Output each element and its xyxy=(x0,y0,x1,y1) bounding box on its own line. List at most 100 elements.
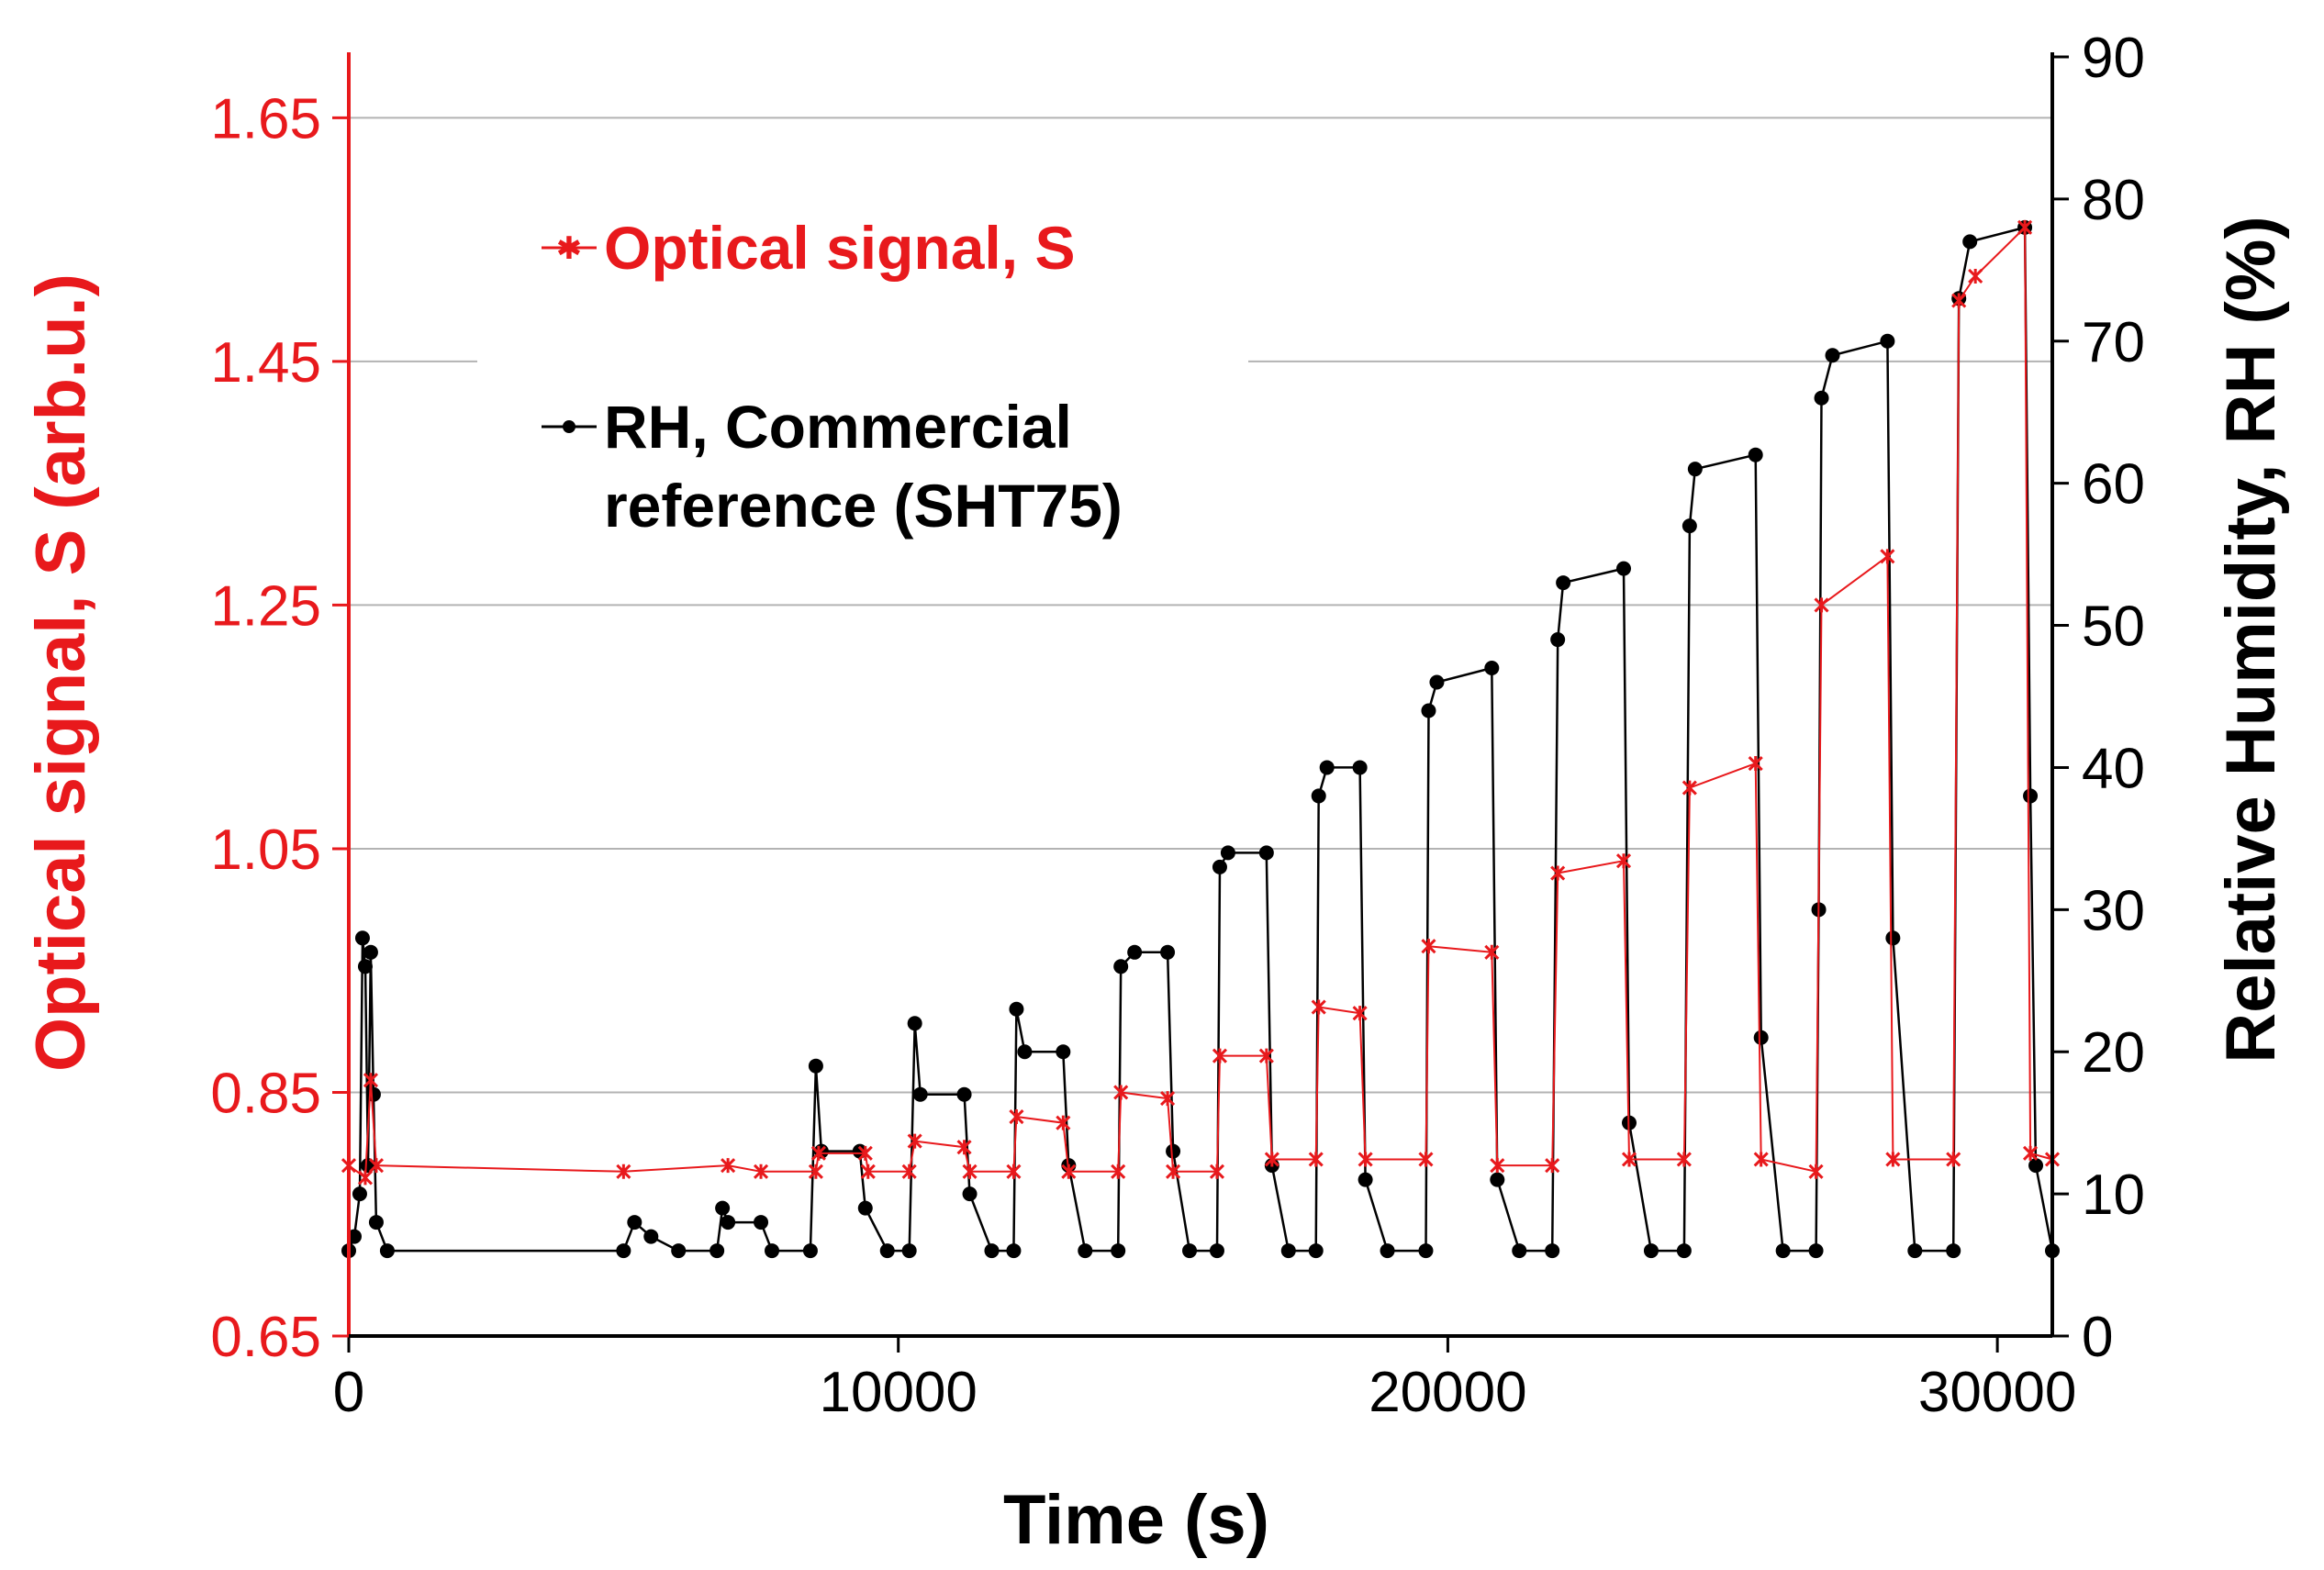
x-tick-label-3: 30000 xyxy=(1918,1361,2076,1424)
rh-point-66 xyxy=(1643,1243,1659,1259)
optical-point-20 xyxy=(1113,1085,1129,1100)
optical-point-28 xyxy=(1311,999,1326,1015)
rh-point-28 xyxy=(956,1086,972,1102)
y-left-tick-label-4: 1.45 xyxy=(210,331,321,395)
rh-point-26 xyxy=(907,1016,922,1031)
rh-point-30 xyxy=(984,1243,1000,1259)
rh-point-45 xyxy=(1220,845,1235,861)
x-axis-label: Time (s) xyxy=(1003,1481,1269,1559)
optical-point-41 xyxy=(1748,755,1763,772)
optical-point-1 xyxy=(357,1170,374,1186)
rh-point-57 xyxy=(1429,674,1445,690)
optical-point-31 xyxy=(1418,1152,1434,1167)
rh-point-29 xyxy=(962,1186,978,1202)
rh-point-79 xyxy=(1907,1243,1923,1259)
y-right-tick-label-0: 0 xyxy=(2082,1306,2113,1369)
rh-point-53 xyxy=(1358,1172,1373,1187)
x-tick-labels: 0 10000 20000 30000 xyxy=(333,1336,2076,1424)
optical-point-24 xyxy=(1212,1048,1228,1063)
rh-point-42 xyxy=(1182,1243,1198,1259)
rh-point-48 xyxy=(1280,1243,1296,1259)
rh-point-17 xyxy=(754,1215,769,1230)
rh-point-55 xyxy=(1418,1243,1434,1259)
optical-point-32 xyxy=(1421,939,1436,954)
optical-point-51 xyxy=(2022,1145,2039,1161)
y-left-tick-label-3: 1.25 xyxy=(210,574,321,638)
rh-point-33 xyxy=(1017,1044,1033,1060)
optical-point-26 xyxy=(1264,1152,1279,1167)
rh-point-60 xyxy=(1512,1243,1527,1259)
optical-point-6 xyxy=(753,1164,769,1179)
rh-point-38 xyxy=(1113,959,1129,974)
legend-swatch-optical-marker: ✱ xyxy=(556,231,583,266)
y-left-tick-label-5: 1.65 xyxy=(210,87,321,150)
rh-point-52 xyxy=(1352,760,1368,775)
rh-point-4 xyxy=(357,959,373,974)
rh-point-27 xyxy=(912,1086,928,1102)
x-tick-label-1: 10000 xyxy=(819,1361,977,1424)
optical-point-46 xyxy=(1885,1152,1901,1167)
legend: ✱ Optical signal, S RH, Commercial refere… xyxy=(477,188,1248,573)
optical-point-19 xyxy=(1111,1164,1126,1179)
legend-background xyxy=(477,188,1248,573)
optical-point-25 xyxy=(1258,1048,1274,1063)
rh-point-40 xyxy=(1160,944,1176,960)
optical-point-23 xyxy=(1209,1164,1225,1179)
optical-point-35 xyxy=(1545,1158,1560,1174)
optical-point-4 xyxy=(616,1164,631,1179)
optical-point-22 xyxy=(1165,1164,1181,1179)
optical-point-42 xyxy=(1753,1152,1769,1167)
legend-text-line-1: reference (SHT75) xyxy=(604,472,1123,540)
optical-point-12 xyxy=(907,1133,922,1149)
rh-point-32 xyxy=(1009,1001,1024,1017)
rh-point-61 xyxy=(1545,1243,1560,1259)
left-y-tick-labels: 0.65 0.85 1.05 1.25 1.45 1.65 xyxy=(210,87,349,1369)
rh-point-6 xyxy=(363,944,378,960)
rh-point-18 xyxy=(765,1243,780,1259)
optical-point-37 xyxy=(1615,853,1632,869)
left-y-axis-label: Optical signal, S (arb.u.) xyxy=(22,273,100,1072)
y-left-tick-label-0: 0.65 xyxy=(210,1306,321,1369)
x-tick-label-0: 0 xyxy=(333,1361,364,1424)
rh-point-14 xyxy=(709,1243,725,1259)
optical-point-29 xyxy=(1352,1006,1368,1021)
optical-point-39 xyxy=(1676,1152,1692,1167)
x-tick-label-2: 20000 xyxy=(1369,1361,1526,1424)
rh-point-69 xyxy=(1687,462,1703,477)
rh-point-50 xyxy=(1311,788,1326,804)
rh-point-75 xyxy=(1814,390,1829,406)
rh-point-13 xyxy=(671,1243,687,1259)
optical-point-7 xyxy=(808,1164,823,1179)
legend-label-optical: Optical signal, S xyxy=(604,214,1075,282)
optical-point-10 xyxy=(860,1164,876,1179)
rh-point-31 xyxy=(1006,1243,1022,1259)
optical-point-2 xyxy=(363,1073,379,1088)
y-right-tick-label-6: 60 xyxy=(2082,453,2145,517)
rh-point-15 xyxy=(715,1200,731,1216)
y-right-tick-label-9: 90 xyxy=(2082,27,2145,90)
optical-point-3 xyxy=(368,1158,384,1174)
rh-point-73 xyxy=(1808,1243,1824,1259)
rh-point-54 xyxy=(1380,1243,1395,1259)
rh-point-68 xyxy=(1682,518,1697,534)
optical-point-8 xyxy=(810,1145,826,1161)
rh-point-63 xyxy=(1556,575,1571,591)
rh-point-36 xyxy=(1078,1243,1093,1259)
rh-point-80 xyxy=(1946,1243,1961,1259)
legend-entry-rh: RH, Commercial reference (SHT75) xyxy=(542,393,1123,540)
rh-point-16 xyxy=(721,1215,736,1230)
legend-text-line-0: Optical signal, S xyxy=(604,214,1075,282)
rh-point-7 xyxy=(365,1086,381,1102)
optical-point-15 xyxy=(1006,1164,1022,1179)
rh-point-58 xyxy=(1484,661,1500,676)
rh-point-19 xyxy=(802,1243,818,1259)
rh-point-70 xyxy=(1748,447,1763,462)
optical-point-44 xyxy=(1814,597,1829,613)
optical-point-36 xyxy=(1550,865,1566,881)
legend-swatch-rh-marker xyxy=(563,420,575,433)
rh-point-59 xyxy=(1490,1172,1505,1187)
rh-point-56 xyxy=(1421,703,1436,718)
rh-point-37 xyxy=(1111,1243,1126,1259)
rh-point-10 xyxy=(616,1243,631,1259)
